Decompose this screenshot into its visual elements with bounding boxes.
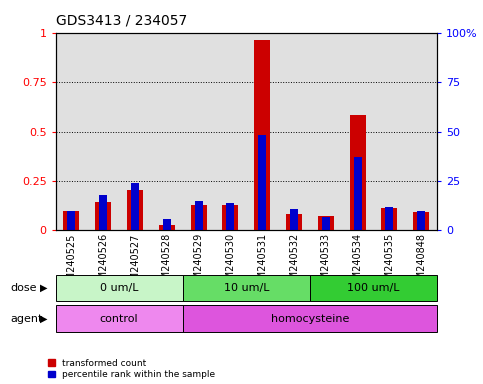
Bar <box>286 214 302 230</box>
Bar <box>382 208 398 230</box>
Bar <box>68 210 75 230</box>
Bar <box>131 183 139 230</box>
Text: GDS3413 / 234057: GDS3413 / 234057 <box>56 13 187 27</box>
Bar <box>354 157 362 230</box>
Text: dose: dose <box>11 283 37 293</box>
Bar <box>290 209 298 230</box>
Bar <box>227 203 234 230</box>
Text: ▶: ▶ <box>40 314 47 324</box>
Bar <box>254 40 270 230</box>
Bar <box>195 201 202 230</box>
Bar <box>63 210 79 230</box>
Bar <box>183 275 310 301</box>
Bar <box>183 305 437 332</box>
Text: 0 um/L: 0 um/L <box>100 283 139 293</box>
Text: 100 um/L: 100 um/L <box>347 283 400 293</box>
Bar <box>56 305 183 332</box>
Bar <box>310 275 437 301</box>
Legend: transformed count, percentile rank within the sample: transformed count, percentile rank withi… <box>48 359 215 379</box>
Bar <box>95 202 111 230</box>
Text: homocysteine: homocysteine <box>271 314 349 324</box>
Bar <box>322 217 330 230</box>
Bar <box>163 218 171 230</box>
Bar <box>127 190 143 230</box>
Bar <box>99 195 107 230</box>
Bar <box>159 225 175 230</box>
Bar <box>191 205 207 230</box>
Bar <box>318 215 334 230</box>
Bar <box>350 115 366 230</box>
Bar <box>56 275 183 301</box>
Bar <box>417 210 425 230</box>
Text: 10 um/L: 10 um/L <box>224 283 269 293</box>
Text: ▶: ▶ <box>40 283 47 293</box>
Bar <box>385 207 393 230</box>
Text: control: control <box>100 314 139 324</box>
Bar <box>223 205 239 230</box>
Bar <box>413 212 429 230</box>
Text: agent: agent <box>11 314 43 324</box>
Bar <box>258 136 266 230</box>
